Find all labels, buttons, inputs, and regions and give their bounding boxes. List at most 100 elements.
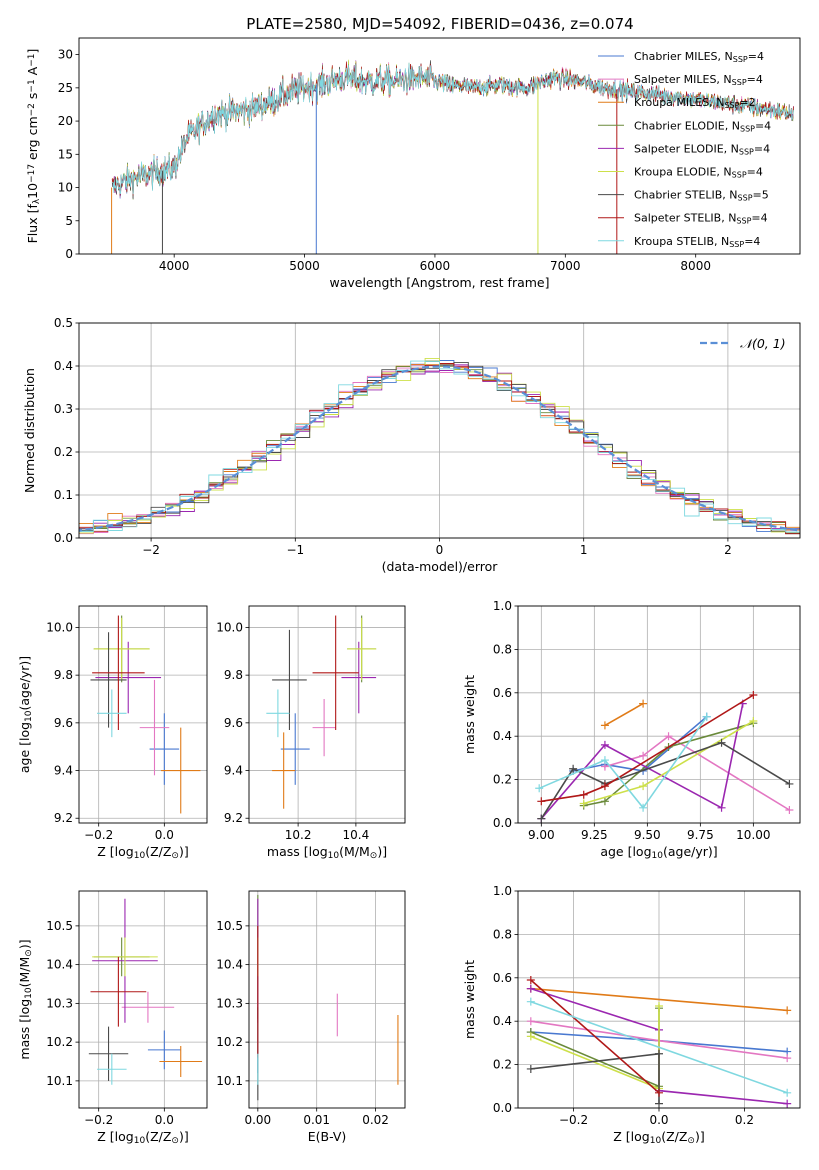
weight-marker — [749, 690, 758, 699]
label-script: 10 — [134, 1136, 146, 1146]
label-script: ⊙ — [24, 949, 34, 957]
weight-marker — [783, 1006, 792, 1015]
legend-value: =4 — [747, 166, 763, 179]
weight-marker — [664, 732, 673, 741]
legend-label: Salpeter STELIB, NSSP=4 — [634, 212, 768, 226]
y-tick-label: 9.4 — [224, 764, 243, 778]
y-tick-label: 10.5 — [46, 919, 73, 933]
weight-marker — [537, 814, 546, 823]
weight-marker — [639, 699, 648, 708]
label-part: (Z/Z — [145, 844, 171, 859]
legend-label: Kroupa MILES, NSSP=2 — [634, 96, 756, 110]
plot-area — [88, 898, 203, 1085]
legend-text: Kroupa ELODIE, N — [634, 166, 732, 179]
label-part: (M/M — [339, 844, 370, 859]
axes-frame — [517, 890, 801, 1109]
legend-label: Kroupa STELIB, NSSP=4 — [634, 235, 760, 249]
label-script: −2 — [27, 103, 37, 116]
y-axis-label: mass weight — [462, 960, 477, 1039]
label-part: )] — [179, 1129, 189, 1144]
y-tick-label: 10.3 — [216, 996, 243, 1010]
y-tick-label: 0.0 — [493, 1101, 512, 1115]
weight-marker — [537, 797, 546, 806]
weight-marker — [655, 1049, 663, 1058]
label-part: erg cm — [25, 116, 40, 164]
weight-marker — [639, 803, 648, 812]
weight-marker — [526, 997, 535, 1006]
histogram-step — [79, 360, 800, 534]
label-part: Z [log — [97, 1129, 133, 1144]
y-tick-label: 10.2 — [216, 1035, 243, 1049]
label-script: ⊙ — [370, 851, 378, 861]
age-vs-mass-plot: 10.2 10.4 9.2 9.4 9.6 9.8 10.0 mass [log10(M/M⊙… — [216, 605, 406, 861]
label-part: (M/M — [17, 957, 32, 988]
weight-marker — [526, 1017, 535, 1026]
weight-marker — [783, 1054, 792, 1063]
legend-text: Salpeter MILES, N — [634, 73, 732, 86]
x-tick-label: −0.2 — [84, 828, 113, 842]
spectrum-plot: 4000 5000 6000 7000 8000 0 5 10 15 20 25 30 waveleng… — [25, 37, 801, 290]
legend-label: Salpeter MILES, NSSP=4 — [634, 73, 763, 87]
plot-area — [79, 357, 800, 535]
y-tick-label: 0.5 — [54, 316, 73, 330]
y-tick-label: 0.4 — [54, 359, 73, 373]
y-tick-label: 0.2 — [493, 773, 512, 787]
legend-text: Kroupa MILES, N — [634, 96, 724, 109]
axes-frame — [78, 605, 208, 824]
label-script: 10 — [134, 851, 146, 861]
x-tick-label: 9.25 — [581, 828, 608, 842]
x-axis-label: (data-model)/error — [382, 559, 499, 574]
weight-line — [540, 703, 744, 820]
y-tick-label: 10.0 — [46, 620, 73, 634]
label-part: s — [25, 93, 40, 104]
label-part: Z [log — [613, 1129, 649, 1144]
x-tick-label: 9.75 — [687, 828, 714, 842]
weight-marker — [783, 1099, 792, 1108]
x-axis-label: age [log10(age/yr)] — [600, 844, 717, 861]
weight-marker — [717, 738, 726, 747]
legend-text: Chabrier ELODIE, N — [634, 119, 740, 132]
x-tick-label: 7000 — [550, 259, 581, 273]
y-tick-label: 0.0 — [54, 531, 73, 545]
y-tick-label: 10 — [58, 181, 73, 195]
legend-label: Chabrier STELIB, NSSP=5 — [634, 189, 769, 203]
weight-marker — [702, 712, 711, 721]
weight-line — [540, 741, 790, 820]
legend-value: =4 — [747, 73, 763, 86]
x-tick-label: 2 — [724, 543, 732, 557]
y-tick-label: 9.8 — [224, 668, 243, 682]
axes-frame — [248, 890, 406, 1109]
x-tick-label: 0.0 — [155, 1113, 174, 1127]
legend-label: Salpeter ELODIE, NSSP=4 — [634, 142, 770, 156]
y-tick-label: 0.1 — [54, 488, 73, 502]
label-part: )] — [179, 844, 189, 859]
y-tick-label: 5 — [65, 214, 73, 228]
x-axis-label: Z [log10(Z/Z⊙)] — [97, 844, 188, 861]
x-axis-label: Z [log10(Z/Z⊙)] — [97, 1129, 188, 1146]
x-tick-label: 5000 — [289, 259, 320, 273]
weight-line — [572, 716, 708, 772]
y-tick-label: 10.2 — [46, 1035, 73, 1049]
mass-weight-vs-metallicity-plot: −0.2 0.0 0.2 0.0 0.2 0.4 0.6 0.8 1.0 Z [log10(Z/Z… — [462, 884, 801, 1146]
label-part: )] — [377, 844, 387, 859]
label-part: )] — [17, 939, 32, 949]
y-tick-label: 9.8 — [54, 668, 73, 682]
label-script: −17 — [27, 164, 37, 183]
plot-area — [266, 615, 377, 809]
weight-line — [604, 735, 790, 811]
label-script: 10 — [24, 987, 34, 999]
x-tick-label: 0.0 — [649, 1113, 668, 1127]
x-tick-label: 0 — [436, 543, 444, 557]
axes-frame — [78, 37, 801, 255]
label-part: age [log — [17, 722, 32, 773]
x-axis-label: E(B-V) — [308, 1129, 347, 1144]
y-tick-label: 0.6 — [493, 686, 512, 700]
weight-marker — [569, 764, 578, 773]
y-tick-label: 9.6 — [224, 716, 243, 730]
y-tick-label: 10.1 — [46, 1074, 73, 1088]
legend-text: Salpeter STELIB, N — [634, 212, 736, 225]
x-tick-label: 0.00 — [244, 1113, 271, 1127]
weight-marker — [526, 984, 535, 993]
legend-subscript: SSP — [732, 78, 747, 87]
weight-marker — [639, 782, 648, 791]
